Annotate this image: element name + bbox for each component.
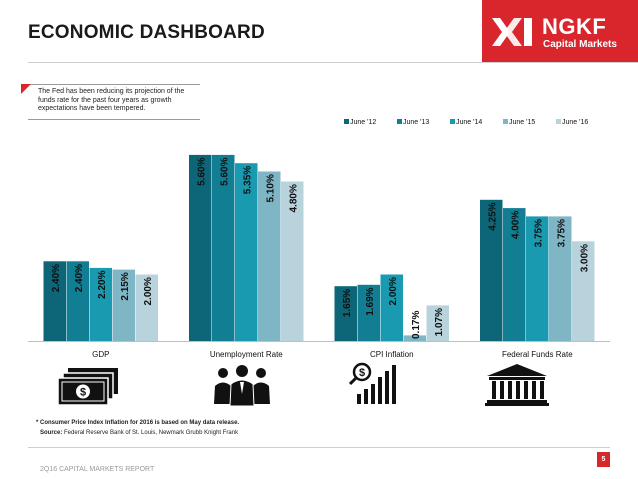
- logo-name: NGKF: [542, 14, 607, 39]
- legend-swatch-3: [503, 119, 508, 124]
- legend-swatch-1: [397, 119, 402, 124]
- legend-label-2: June '14: [456, 119, 482, 126]
- data-label-0-1: 2.40%: [74, 264, 85, 292]
- data-label-0-3: 2.15%: [120, 272, 131, 300]
- callout-corner-icon: [21, 84, 31, 94]
- bar-2-1: [357, 284, 380, 341]
- data-label-3-3: 3.75%: [556, 219, 567, 247]
- legend-swatch-0: [344, 119, 349, 124]
- data-label-0-2: 2.20%: [97, 270, 108, 298]
- data-label-3-2: 3.75%: [533, 219, 544, 247]
- data-label-1-0: 5.60%: [196, 157, 207, 185]
- page-number: 5: [597, 452, 610, 467]
- data-label-3-1: 4.00%: [510, 211, 521, 239]
- data-label-2-0: 1.65%: [342, 289, 353, 317]
- report-name: 2Q16 CAPITAL MARKETS REPORT: [40, 466, 155, 473]
- logo-subtitle: Capital Markets: [543, 39, 617, 50]
- data-label-1-3: 5.10%: [265, 174, 276, 202]
- svg-text:$: $: [359, 367, 365, 379]
- category-label-2: CPI Inflation: [370, 350, 414, 359]
- page-title: ECONOMIC DASHBOARD: [28, 22, 265, 43]
- data-label-2-2: 2.00%: [388, 277, 399, 305]
- category-label-0: GDP: [92, 350, 109, 359]
- bar-0-0: [43, 261, 66, 341]
- bar-3-4: [572, 241, 595, 341]
- ngkf-logo: NGKF Capital Markets: [482, 0, 638, 62]
- legend-label-3: June '15: [509, 119, 535, 126]
- source-text: Federal Reserve Bank of St. Louis, Newma…: [64, 430, 239, 436]
- source-label: Source:: [40, 430, 63, 436]
- bar-2-2: [380, 274, 403, 341]
- bar-3-0: [480, 199, 503, 341]
- source-note: Source: Federal Reserve Bank of St. Loui…: [40, 430, 238, 436]
- category-label-1: Unemployment Rate: [210, 350, 283, 359]
- bar-2-0: [334, 286, 357, 341]
- data-label-1-1: 5.60%: [219, 157, 230, 185]
- category-label-3: Federal Funds Rate: [502, 350, 573, 359]
- bar-3-2: [526, 216, 549, 341]
- bar-1-4: [281, 181, 304, 341]
- data-label-1-2: 5.35%: [242, 166, 253, 194]
- bar-3-1: [503, 208, 526, 341]
- data-label-0-4: 2.00%: [143, 277, 154, 305]
- bar-1-1: [212, 154, 235, 341]
- ngkf-mark-icon: [492, 18, 532, 46]
- legend-label-0: June '12: [350, 119, 376, 126]
- bar-0-2: [89, 267, 112, 341]
- bar-1-3: [258, 171, 281, 341]
- data-label-3-4: 3.00%: [579, 244, 590, 272]
- legend-label-1: June '13: [403, 119, 429, 126]
- inflation-chart-icon: $: [349, 362, 396, 404]
- money-icon: $: [58, 368, 118, 406]
- data-label-3-0: 4.25%: [487, 202, 498, 230]
- data-label-2-3: 0.17%: [411, 311, 422, 339]
- note-text: The Fed has been reducing its projection…: [38, 88, 185, 112]
- footnote: * Consumer Price Index Inflation for 201…: [36, 420, 240, 426]
- bar-1-2: [235, 163, 258, 341]
- note-callout: The Fed has been reducing its projection…: [21, 84, 200, 120]
- data-label-1-4: 4.80%: [288, 184, 299, 212]
- bar-2-3: [403, 335, 426, 341]
- footer-divider: [28, 447, 610, 448]
- bar-1-0: [189, 154, 212, 341]
- legend-swatch-2: [450, 119, 455, 124]
- data-label-2-4: 1.07%: [434, 308, 445, 336]
- bar-3-3: [549, 216, 572, 341]
- bar-0-1: [66, 261, 89, 341]
- federal-building-icon: [485, 364, 549, 406]
- legend-swatch-4: [556, 119, 561, 124]
- svg-text:$: $: [80, 387, 86, 399]
- data-label-0-0: 2.40%: [51, 264, 62, 292]
- data-label-2-1: 1.69%: [365, 287, 376, 315]
- legend-label-4: June '16: [562, 119, 588, 126]
- people-icon: [214, 364, 270, 406]
- bar-2-4: [426, 305, 449, 341]
- bar-0-4: [135, 274, 158, 341]
- bar-0-3: [112, 269, 135, 341]
- header-divider: [28, 62, 638, 63]
